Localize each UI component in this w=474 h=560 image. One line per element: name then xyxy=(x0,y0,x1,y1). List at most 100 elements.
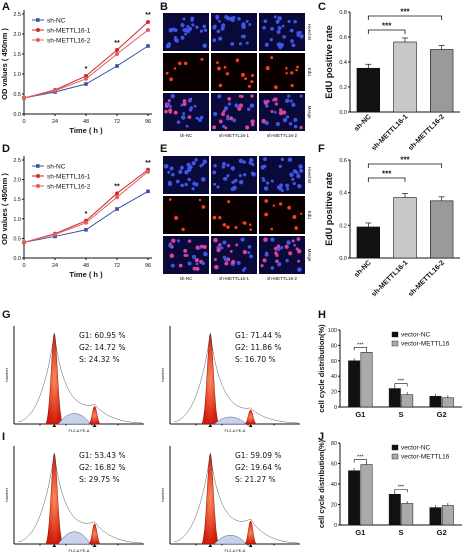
x-tick-label: 96 xyxy=(145,119,151,125)
flow-histograms: FL2-A FE-A Number G1: 60.95 % G2: 14.72 % S:… xyxy=(4,326,300,553)
legend-marker xyxy=(36,174,40,178)
merged-cell xyxy=(278,111,283,116)
nucleus xyxy=(289,28,294,33)
edu-cell xyxy=(248,223,252,226)
edu-cell xyxy=(227,200,231,204)
merged-cell xyxy=(187,239,192,243)
merged-cell xyxy=(274,102,279,106)
edu-cell xyxy=(234,225,238,230)
panel-letter-c: C xyxy=(318,1,326,13)
nucleus xyxy=(221,23,226,28)
y-axis-title: cell cycle distribution(%) xyxy=(317,324,326,413)
legend-label: vector-NC xyxy=(401,332,431,339)
legend-label: sh-METTL16-1 xyxy=(47,174,91,181)
legend-label: sh-METTL16-2 xyxy=(47,38,91,45)
flow-stat: G1: 53.43 % xyxy=(79,451,125,460)
y-tick-label: 60 xyxy=(331,462,337,468)
nucleus xyxy=(245,41,249,45)
legend-label: sh-METTL16-2 xyxy=(47,184,91,191)
nucleus xyxy=(188,26,193,31)
merged-cell xyxy=(249,254,253,259)
nucleus xyxy=(215,16,219,20)
merged-cell xyxy=(164,109,168,114)
x-tick-label: 96 xyxy=(145,263,151,269)
merged-cell xyxy=(187,98,192,103)
legend-swatch xyxy=(391,340,399,347)
merged-cell xyxy=(234,103,239,108)
merged-cell xyxy=(229,250,233,253)
edu-cell xyxy=(201,205,206,209)
x-tick-label: 24 xyxy=(52,263,58,269)
bar xyxy=(429,507,442,526)
data-point xyxy=(115,64,119,68)
y-tick-label: 2.5 xyxy=(13,158,21,164)
nucleus xyxy=(184,32,188,36)
edu-cell xyxy=(296,65,299,69)
nucleus xyxy=(232,185,237,191)
nucleus xyxy=(213,182,217,186)
edu-cell xyxy=(165,71,169,75)
merged-cell xyxy=(222,124,226,128)
flow-stat: G2: 19.64 % xyxy=(235,463,281,472)
merged-cell xyxy=(280,246,284,250)
sample-label: sh-NC xyxy=(180,276,194,281)
merged-cell xyxy=(178,263,183,268)
nucleus xyxy=(281,24,285,28)
merged-cell xyxy=(221,112,226,117)
merged-cell xyxy=(167,99,171,103)
bar xyxy=(356,226,381,259)
legend-marker xyxy=(36,38,40,42)
merged-cell xyxy=(262,258,267,263)
nucleus xyxy=(290,39,294,43)
nucleus xyxy=(191,187,195,191)
merged-cell xyxy=(168,108,173,113)
y-tick-label: 0.5 xyxy=(13,92,21,98)
merged-cell xyxy=(213,112,218,117)
nucleus xyxy=(226,163,230,167)
x-axis-title: Time ( h ) xyxy=(69,270,103,279)
y-tick-label: 0.0 xyxy=(339,256,347,262)
edu-cell xyxy=(178,61,182,66)
nucleus xyxy=(182,28,186,32)
flow-stat: S: 16.70 % xyxy=(235,355,276,364)
nucleus xyxy=(184,182,188,187)
merged-cell xyxy=(188,107,193,112)
merged-cell xyxy=(187,115,192,119)
flow-stat: G1: 59.09 % xyxy=(235,451,281,460)
nucleus xyxy=(226,174,230,178)
y-tick-label: 20 xyxy=(331,390,337,396)
nucleus xyxy=(202,159,208,164)
legend-swatch xyxy=(391,453,399,460)
merged-cell xyxy=(293,124,298,129)
bar xyxy=(388,388,401,408)
stain-label: Hoechst xyxy=(307,24,312,41)
nucleus xyxy=(263,164,267,168)
microscopy-tile xyxy=(259,53,305,91)
nucleus xyxy=(279,183,284,188)
merged-cell xyxy=(212,125,217,130)
merged-cell xyxy=(180,103,184,107)
nucleus xyxy=(222,177,226,181)
microscopy-panel-b: Hoechst EdU Merge sh-NC sh-METTL16-1 sh-METTL… xyxy=(163,13,312,138)
merged-cell xyxy=(224,261,229,266)
x-tick-label: 48 xyxy=(83,119,89,125)
nucleus xyxy=(191,161,196,166)
nucleus xyxy=(218,19,221,23)
g2-peak xyxy=(88,523,101,545)
data-point xyxy=(115,195,119,200)
merged-cell xyxy=(293,117,298,122)
edu-cell xyxy=(290,84,294,88)
edu-cell xyxy=(200,57,204,61)
merged-cell xyxy=(213,237,218,243)
merged-cell xyxy=(232,118,237,123)
nucleus xyxy=(262,25,266,30)
merged-cell xyxy=(288,251,293,256)
bar xyxy=(401,503,414,526)
nucleus xyxy=(263,19,268,24)
merged-cell xyxy=(170,263,175,268)
data-point xyxy=(115,191,119,196)
merged-cell xyxy=(214,264,219,270)
histogram-outline xyxy=(173,332,299,424)
data-point xyxy=(146,189,150,194)
